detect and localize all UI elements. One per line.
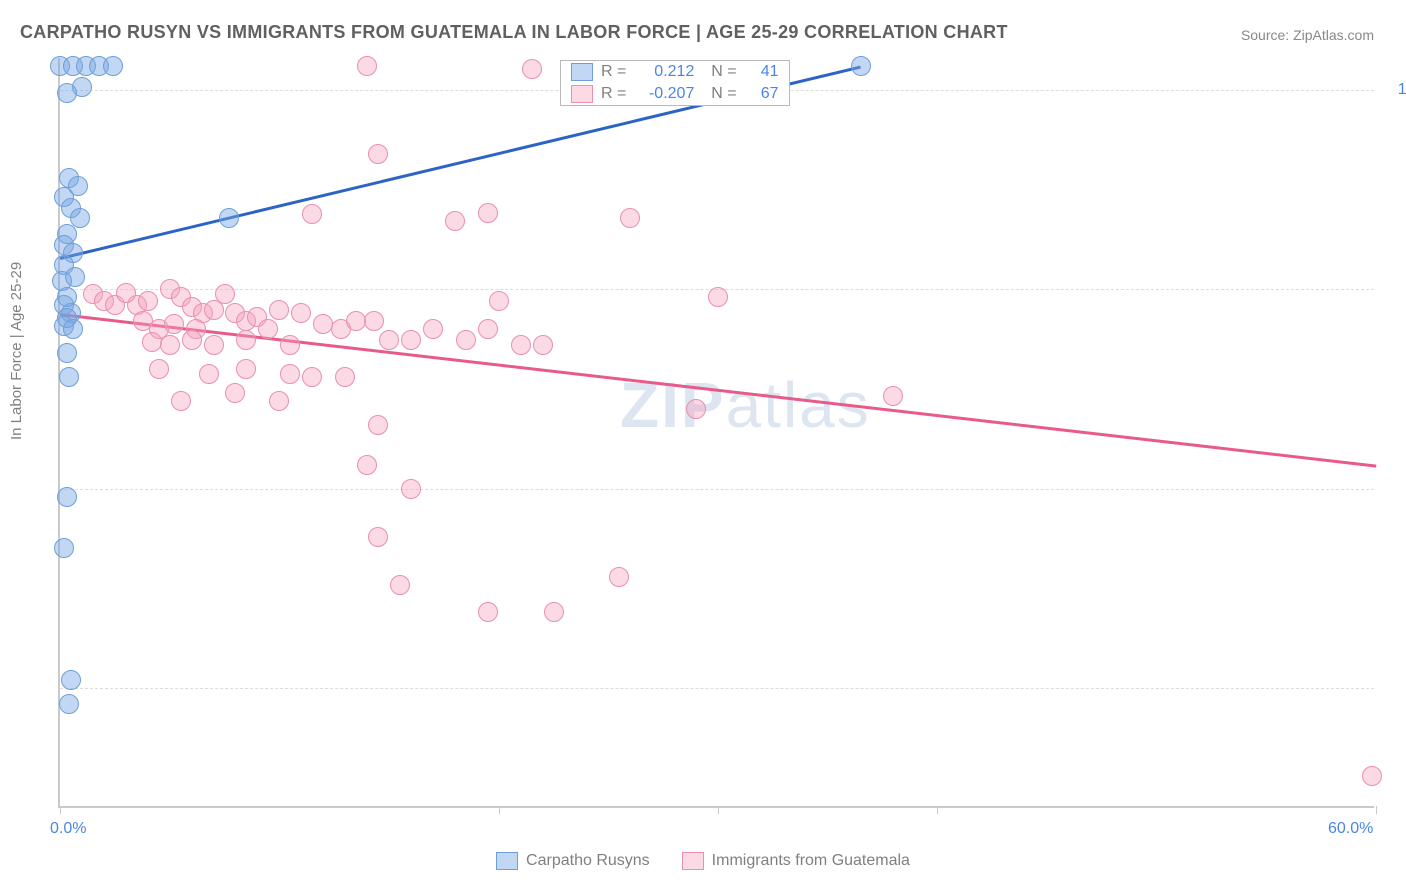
data-point-carpatho <box>219 208 239 228</box>
data-point-carpatho <box>61 670 81 690</box>
data-point-guatemala <box>478 203 498 223</box>
data-point-carpatho <box>57 83 77 103</box>
n-label: N = <box>702 63 736 81</box>
data-point-guatemala <box>489 291 509 311</box>
data-point-carpatho <box>59 367 79 387</box>
square-icon <box>571 85 593 103</box>
data-point-guatemala <box>116 283 136 303</box>
data-point-guatemala <box>511 335 531 355</box>
legend-item-carpatho: Carpatho Rusyns <box>496 852 650 870</box>
r-value: 0.212 <box>634 63 694 81</box>
data-point-guatemala <box>171 391 191 411</box>
data-point-guatemala <box>204 335 224 355</box>
grid-line <box>60 688 1374 689</box>
legend-item-guatemala: Immigrants from Guatemala <box>682 852 910 870</box>
data-point-guatemala <box>138 291 158 311</box>
source-label: Source: ZipAtlas.com <box>1241 27 1374 43</box>
data-point-guatemala <box>686 399 706 419</box>
bottom-legend: Carpatho Rusyns Immigrants from Guatemal… <box>0 852 1406 870</box>
data-point-guatemala <box>357 455 377 475</box>
n-label: N = <box>702 85 736 103</box>
data-point-guatemala <box>236 359 256 379</box>
data-point-guatemala <box>445 211 465 231</box>
data-point-guatemala <box>708 287 728 307</box>
r-label: R = <box>601 63 626 81</box>
chart-container: CARPATHO RUSYN VS IMMIGRANTS FROM GUATEM… <box>0 0 1406 892</box>
x-tick-label: 60.0% <box>1328 820 1373 838</box>
trend-line-guatemala <box>60 313 1376 467</box>
grid-line <box>60 489 1374 490</box>
data-point-guatemala <box>368 144 388 164</box>
data-point-guatemala <box>390 575 410 595</box>
n-value: 67 <box>745 85 779 103</box>
data-point-guatemala <box>160 335 180 355</box>
data-point-carpatho <box>851 56 871 76</box>
data-point-guatemala <box>620 208 640 228</box>
n-value: 41 <box>745 63 779 81</box>
data-point-guatemala <box>302 367 322 387</box>
data-point-guatemala <box>269 300 289 320</box>
watermark: ZIPatlas <box>620 368 871 442</box>
data-point-carpatho <box>70 208 90 228</box>
r-value: -0.207 <box>634 85 694 103</box>
r-label: R = <box>601 85 626 103</box>
y-axis-label: In Labor Force | Age 25-29 <box>8 262 25 440</box>
x-tick <box>718 806 719 814</box>
data-point-guatemala <box>522 59 542 79</box>
data-point-guatemala <box>164 314 184 334</box>
data-point-guatemala <box>357 56 377 76</box>
data-point-guatemala <box>883 386 903 406</box>
data-point-guatemala <box>182 330 202 350</box>
data-point-guatemala <box>258 319 278 339</box>
square-icon <box>496 852 518 870</box>
stats-legend: R = 0.212 N = 41 R = -0.207 N = 67 <box>560 60 790 106</box>
data-point-guatemala <box>149 359 169 379</box>
square-icon <box>571 63 593 81</box>
data-point-guatemala <box>280 335 300 355</box>
data-point-guatemala <box>401 330 421 350</box>
plot-area: ZIPatlas 62.5%75.0%87.5%100.0%0.0%60.0%R… <box>58 58 1374 808</box>
x-tick <box>60 806 61 814</box>
data-point-guatemala <box>335 367 355 387</box>
data-point-guatemala <box>1362 766 1382 786</box>
x-tick <box>499 806 500 814</box>
data-point-carpatho <box>103 56 123 76</box>
data-point-guatemala <box>533 335 553 355</box>
y-tick-label: 100.0% <box>1398 81 1406 99</box>
data-point-guatemala <box>478 319 498 339</box>
data-point-guatemala <box>478 602 498 622</box>
data-point-guatemala <box>544 602 564 622</box>
legend-label-carpatho: Carpatho Rusyns <box>526 852 650 870</box>
data-point-guatemala <box>280 364 300 384</box>
data-point-guatemala <box>225 383 245 403</box>
data-point-carpatho <box>57 487 77 507</box>
data-point-guatemala <box>609 567 629 587</box>
chart-title: CARPATHO RUSYN VS IMMIGRANTS FROM GUATEM… <box>20 22 1008 43</box>
stats-row-carpatho: R = 0.212 N = 41 <box>561 61 789 83</box>
data-point-guatemala <box>215 284 235 304</box>
x-tick <box>937 806 938 814</box>
data-point-carpatho <box>59 694 79 714</box>
data-point-carpatho <box>57 343 77 363</box>
data-point-guatemala <box>199 364 219 384</box>
stats-row-guatemala: R = -0.207 N = 67 <box>561 83 789 105</box>
data-point-guatemala <box>236 330 256 350</box>
legend-label-guatemala: Immigrants from Guatemala <box>712 852 910 870</box>
data-point-guatemala <box>291 303 311 323</box>
data-point-guatemala <box>423 319 443 339</box>
data-point-guatemala <box>269 391 289 411</box>
data-point-guatemala <box>456 330 476 350</box>
data-point-guatemala <box>368 527 388 547</box>
x-tick-label: 0.0% <box>50 820 86 838</box>
data-point-carpatho <box>63 319 83 339</box>
data-point-guatemala <box>379 330 399 350</box>
data-point-guatemala <box>302 204 322 224</box>
data-point-carpatho <box>54 538 74 558</box>
data-point-guatemala <box>401 479 421 499</box>
data-point-guatemala <box>364 311 384 331</box>
data-point-guatemala <box>368 415 388 435</box>
x-tick <box>1376 806 1377 814</box>
square-icon <box>682 852 704 870</box>
